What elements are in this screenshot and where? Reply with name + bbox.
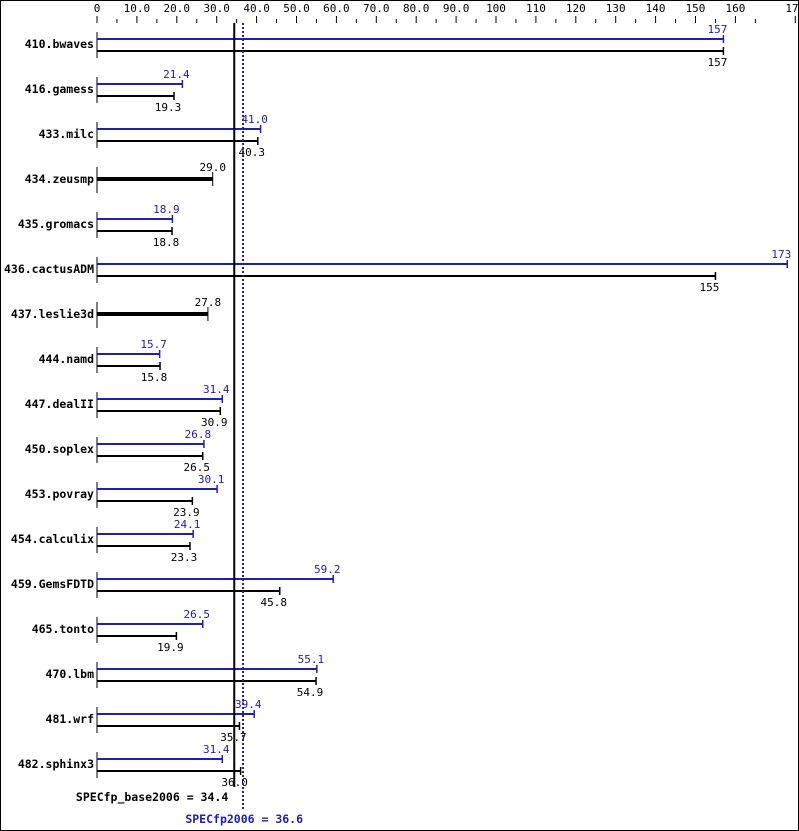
category-label: 436.cactusADM [4, 262, 94, 276]
x-tick-label: 50.0 [283, 2, 310, 15]
category-label: 459.GemsFDTD [11, 577, 94, 591]
bar-label-peak: 173 [771, 248, 791, 261]
bar-label-base: 30.9 [201, 416, 228, 429]
bar-label-peak: 157 [707, 23, 727, 36]
bar-label-peak: 18.9 [153, 203, 180, 216]
category-label: 481.wrf [46, 712, 95, 726]
bar-label-base: 26.5 [183, 461, 210, 474]
x-tick-label: 175 [785, 2, 798, 15]
bar-label-peak: 59.2 [314, 563, 341, 576]
x-tick-label: 90.0 [443, 2, 470, 15]
x-tick-label: 0 [94, 2, 101, 15]
bar-label-base: 23.3 [171, 551, 198, 564]
bar-label-peak: 21.4 [163, 68, 190, 81]
x-tick-label: 160 [725, 2, 745, 15]
category-label: 410.bwaves [25, 37, 94, 51]
bar-label-base: 19.3 [155, 101, 182, 114]
x-tick-label: 130 [606, 2, 626, 15]
category-label: 465.tonto [32, 622, 94, 636]
bar-label-peak: 24.1 [174, 518, 201, 531]
category-label: 447.dealII [25, 397, 94, 411]
bar-label-peak: 31.4 [203, 383, 230, 396]
x-tick-label: 30.0 [203, 2, 230, 15]
bar-label-base: 23.9 [173, 506, 200, 519]
x-tick-label: 60.0 [323, 2, 350, 15]
bar-label-base: 29.0 [199, 161, 226, 174]
x-tick-label: 110 [526, 2, 546, 15]
bar-label-base: 45.8 [260, 596, 287, 609]
bar-label-peak: 31.4 [203, 743, 230, 756]
x-tick-label: 70.0 [363, 2, 390, 15]
x-tick-label: 40.0 [243, 2, 270, 15]
base-mean-label: SPECfp_base2006 = 34.4 [76, 790, 228, 805]
bar-label-peak: 26.8 [185, 428, 212, 441]
peak-mean-label: SPECfp2006 = 36.6 [185, 812, 303, 826]
bar-label-base: 27.8 [195, 296, 222, 309]
bar-label-base: 155 [700, 281, 720, 294]
x-tick-label: 20.0 [164, 2, 191, 15]
x-tick-label: 120 [566, 2, 586, 15]
bar-label-base: 54.9 [297, 686, 324, 699]
bar-label-base: 15.8 [141, 371, 168, 384]
x-tick-label: 100 [486, 2, 506, 15]
x-tick-label: 150 [686, 2, 706, 15]
x-tick-label: 140 [646, 2, 666, 15]
category-label: 450.soplex [25, 442, 94, 456]
bar-label-base: 40.3 [239, 146, 266, 159]
bar-label-base: 157 [707, 56, 727, 69]
bar-label-peak: 39.4 [235, 698, 262, 711]
category-label: 433.milc [39, 127, 94, 141]
bar-label-peak: 41.0 [241, 113, 268, 126]
category-label: 434.zeusmp [25, 172, 94, 186]
category-label: 435.gromacs [18, 217, 94, 231]
category-label: 444.namd [39, 352, 94, 366]
bar-label-base: 18.8 [153, 236, 180, 249]
category-label: 454.calculix [11, 532, 94, 546]
bar-label-peak: 55.1 [298, 653, 325, 666]
category-label: 470.lbm [46, 667, 95, 681]
bar-label-base: 19.9 [157, 641, 184, 654]
category-label: 416.gamess [25, 82, 94, 96]
x-tick-label: 80.0 [403, 2, 430, 15]
category-label: 453.povray [25, 487, 94, 501]
bar-label-peak: 26.5 [183, 608, 210, 621]
bar-label-peak: 15.7 [140, 338, 167, 351]
x-tick-label: 10.0 [124, 2, 151, 15]
bar-label-peak: 30.1 [198, 473, 225, 486]
category-label: 437.leslie3d [11, 307, 94, 321]
category-label: 482.sphinx3 [18, 757, 94, 771]
